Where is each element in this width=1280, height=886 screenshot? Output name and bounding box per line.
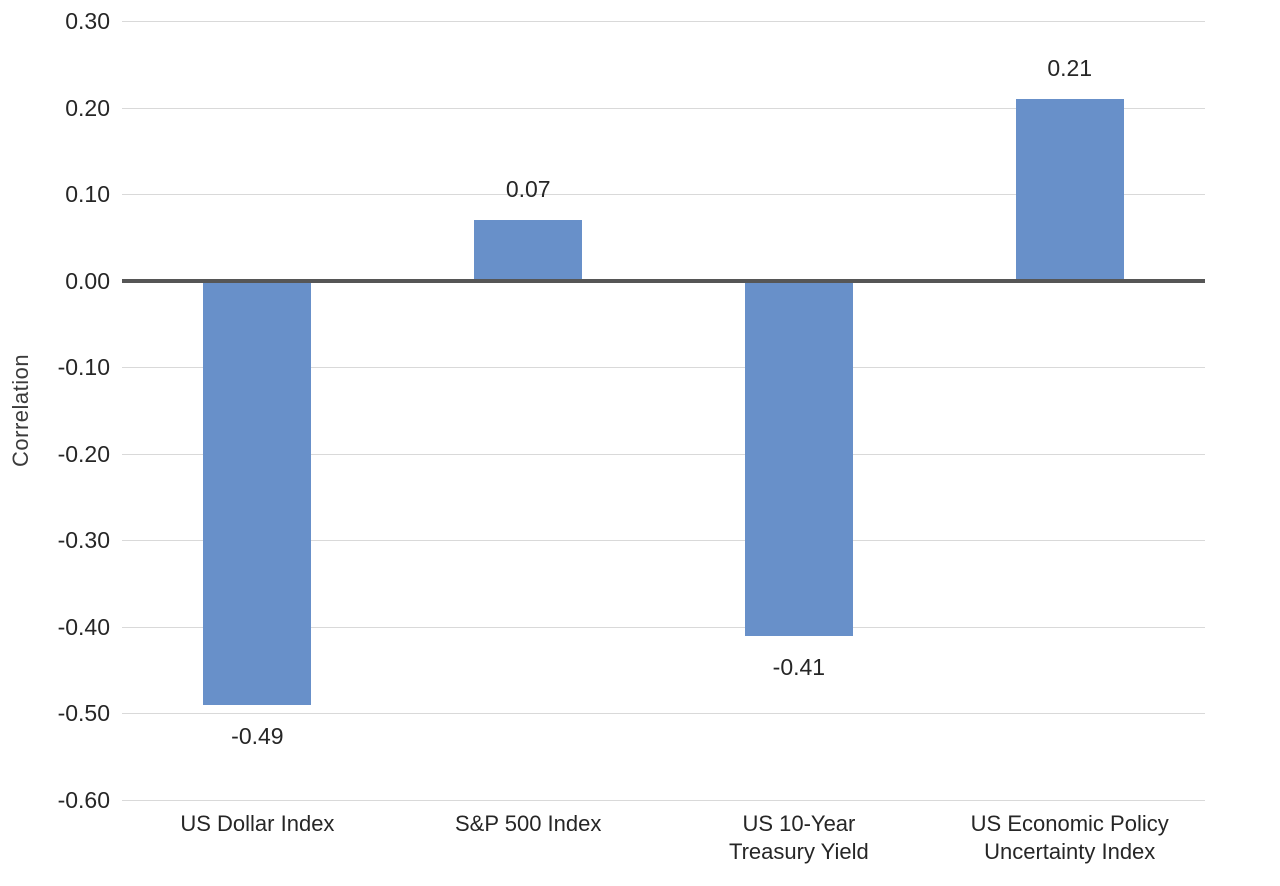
category-label: US Economic Policy Uncertainty Index xyxy=(934,810,1205,866)
category-label-line: S&P 500 Index xyxy=(455,811,602,836)
y-tick-label: -0.40 xyxy=(57,613,110,640)
gridline xyxy=(122,713,1205,715)
gridline xyxy=(122,626,1205,628)
category-label-line: US Economic Policy xyxy=(970,811,1169,836)
y-tick-label: -0.50 xyxy=(57,700,110,727)
y-tick-label: -0.20 xyxy=(57,440,110,467)
y-tick-label: 0.20 xyxy=(65,94,110,121)
data-label: 0.21 xyxy=(1047,54,1093,81)
data-label: 0.07 xyxy=(505,176,551,203)
gridline xyxy=(122,800,1205,801)
category-label-line: Treasury Yield xyxy=(728,839,869,864)
data-label: -0.41 xyxy=(772,653,826,680)
plot-area: -0.49 0.07 -0.41 0.21 xyxy=(122,21,1205,801)
gridline xyxy=(122,367,1205,369)
gridline xyxy=(122,540,1205,542)
category-label-line: US Dollar Index xyxy=(180,811,335,836)
y-tick-label: -0.30 xyxy=(57,527,110,554)
y-tick-label: -0.10 xyxy=(57,354,110,381)
category-label-line: US 10-Year xyxy=(742,811,856,836)
gridline xyxy=(122,21,1205,22)
category-label: US 10-Year Treasury Yield xyxy=(664,810,935,866)
gridline xyxy=(122,194,1205,196)
gridline xyxy=(122,107,1205,109)
zero-axis-line xyxy=(122,278,1205,283)
category-label-line: Uncertainty Index xyxy=(984,839,1156,864)
bar-3 xyxy=(744,280,853,636)
gridline xyxy=(122,453,1205,455)
y-tick-label: 0.30 xyxy=(65,8,110,34)
data-label: -0.49 xyxy=(231,722,284,749)
category-label: S&P 500 Index xyxy=(393,810,664,838)
y-tick-label: 0.10 xyxy=(65,181,110,208)
x-axis: US Dollar Index S&P 500 Index US 10-Year Tr… xyxy=(122,810,1205,880)
y-tick-label: 0.00 xyxy=(65,267,110,294)
bar-2 xyxy=(474,220,583,281)
y-axis: 0.30 0.20 0.10 0.00 -0.10 -0.20 -0.30 -0.40 -0.5… xyxy=(0,8,110,813)
y-tick-label: -0.60 xyxy=(57,787,110,813)
category-label: US Dollar Index xyxy=(122,810,393,838)
bar-1 xyxy=(203,280,312,705)
bar-4 xyxy=(1015,98,1124,281)
